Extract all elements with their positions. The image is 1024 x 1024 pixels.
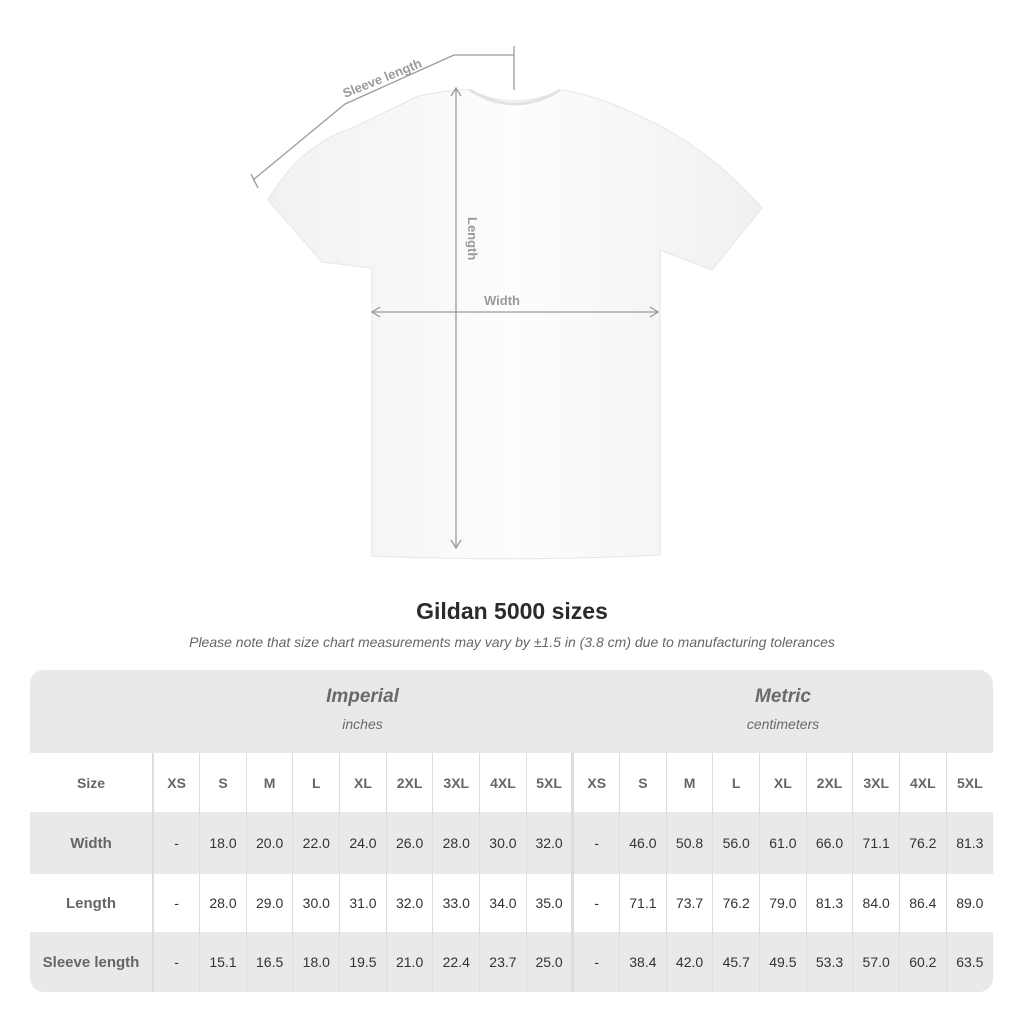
- imperial-value-cell: 28.0: [432, 812, 480, 874]
- size-header-row: Size XS S M L XL 2XL 3XL 4XL 5XL XS S M L XL 2XL 3XL 4XL 5…: [30, 753, 993, 812]
- metric-size-xs: XS: [571, 753, 620, 812]
- metric-value-cell: 56.0: [712, 812, 760, 874]
- metric-header: Metric centimeters: [573, 686, 993, 732]
- metric-title: Metric: [755, 686, 811, 707]
- metric-size-xl: XL: [759, 753, 807, 812]
- imperial-value-cell: 23.7: [479, 932, 527, 992]
- imperial-size-4xl: 4XL: [479, 753, 527, 812]
- metric-size-4xl: 4XL: [899, 753, 947, 812]
- table-row: Width -18.0 20.0 22.0 24.0 26.0 28.0 30.0 32.0-4…: [30, 812, 993, 874]
- imperial-value-cell: 33.0: [432, 874, 480, 932]
- size-chart: Imperial inches Metric centimeters Size X…: [30, 670, 993, 992]
- metric-value-cell: 45.7: [712, 932, 760, 992]
- metric-value-cell: 89.0: [945, 874, 993, 932]
- metric-value-cell: 63.5: [945, 932, 993, 992]
- size-table: Size XS S M L XL 2XL 3XL 4XL 5XL XS S M L XL 2XL 3XL 4XL 5…: [30, 753, 993, 992]
- metric-value-cell: 71.1: [852, 812, 900, 874]
- metric-value-cell: 38.4: [619, 932, 667, 992]
- metric-size-s: S: [619, 753, 667, 812]
- tshirt-shape: [267, 89, 763, 560]
- imperial-header: Imperial inches: [152, 686, 573, 732]
- width-label: Width: [484, 293, 520, 308]
- metric-size-3xl: 3XL: [852, 753, 900, 812]
- metric-size-m: M: [665, 753, 713, 812]
- metric-unit: centimeters: [746, 716, 820, 732]
- table-row: Sleeve length -15.1 16.5 18.0 19.5 21.0 22.4 23…: [30, 932, 993, 992]
- imperial-value-cell: 26.0: [385, 812, 433, 874]
- imperial-value-cell: 32.0: [525, 812, 573, 874]
- imperial-title: Imperial: [326, 686, 399, 707]
- imperial-value-cell: 18.0: [292, 932, 340, 992]
- metric-value-cell: 71.1: [619, 874, 667, 932]
- table-row: Length -28.0 29.0 30.0 31.0 32.0 33.0 34.0 35.0-…: [30, 874, 993, 932]
- imperial-value-cell: -: [152, 932, 200, 992]
- measure-lines: [250, 46, 660, 550]
- metric-value-cell: 84.0: [852, 874, 900, 932]
- imperial-value-cell: 24.0: [339, 812, 387, 874]
- imperial-size-xs: XS: [152, 753, 200, 812]
- imperial-value-cell: 35.0: [525, 874, 573, 932]
- row-label: Sleeve length: [30, 932, 154, 992]
- metric-value-cell: -: [571, 812, 620, 874]
- imperial-value-cell: 32.0: [385, 874, 433, 932]
- imperial-size-xl: XL: [339, 753, 387, 812]
- imperial-value-cell: 21.0: [385, 932, 433, 992]
- imperial-unit: inches: [342, 716, 383, 732]
- imperial-size-5xl: 5XL: [525, 753, 573, 812]
- row-label: Width: [30, 812, 154, 874]
- tolerance-note: Please note that size chart measurements…: [189, 634, 835, 650]
- metric-value-cell: 60.2: [899, 932, 947, 992]
- imperial-value-cell: 16.5: [245, 932, 293, 992]
- metric-size-l: L: [712, 753, 760, 812]
- imperial-size-l: L: [292, 753, 340, 812]
- metric-value-cell: 50.8: [665, 812, 713, 874]
- metric-value-cell: 86.4: [899, 874, 947, 932]
- length-label: Length: [465, 217, 480, 260]
- metric-value-cell: 76.2: [899, 812, 947, 874]
- size-header-label: Size: [30, 753, 154, 812]
- imperial-value-cell: 15.1: [199, 932, 247, 992]
- metric-value-cell: 57.0: [852, 932, 900, 992]
- imperial-size-s: S: [199, 753, 247, 812]
- imperial-value-cell: 34.0: [479, 874, 527, 932]
- metric-value-cell: 73.7: [665, 874, 713, 932]
- imperial-size-3xl: 3XL: [432, 753, 480, 812]
- imperial-value-cell: 18.0: [199, 812, 247, 874]
- metric-size-5xl: 5XL: [945, 753, 993, 812]
- imperial-value-cell: 19.5: [339, 932, 387, 992]
- imperial-value-cell: -: [152, 874, 200, 932]
- metric-value-cell: -: [571, 874, 620, 932]
- metric-value-cell: 61.0: [759, 812, 807, 874]
- metric-size-2xl: 2XL: [805, 753, 853, 812]
- metric-value-cell: 53.3: [805, 932, 853, 992]
- metric-value-cell: 79.0: [759, 874, 807, 932]
- imperial-value-cell: 22.0: [292, 812, 340, 874]
- tshirt-diagram: Sleeve length Length Width: [250, 46, 763, 560]
- imperial-value-cell: 25.0: [525, 932, 573, 992]
- imperial-value-cell: 29.0: [245, 874, 293, 932]
- imperial-value-cell: 22.4: [432, 932, 480, 992]
- imperial-value-cell: 28.0: [199, 874, 247, 932]
- imperial-value-cell: 30.0: [479, 812, 527, 874]
- metric-value-cell: 81.3: [805, 874, 853, 932]
- metric-value-cell: 49.5: [759, 932, 807, 992]
- row-label: Length: [30, 874, 154, 932]
- imperial-value-cell: 31.0: [339, 874, 387, 932]
- metric-value-cell: 66.0: [805, 812, 853, 874]
- imperial-value-cell: 20.0: [245, 812, 293, 874]
- imperial-size-2xl: 2XL: [385, 753, 433, 812]
- metric-value-cell: 42.0: [665, 932, 713, 992]
- page-title: Gildan 5000 sizes: [416, 598, 608, 624]
- imperial-value-cell: 30.0: [292, 874, 340, 932]
- imperial-size-m: M: [245, 753, 293, 812]
- metric-value-cell: 81.3: [945, 812, 993, 874]
- metric-value-cell: -: [571, 932, 620, 992]
- metric-value-cell: 76.2: [712, 874, 760, 932]
- metric-value-cell: 46.0: [619, 812, 667, 874]
- sleeve-length-label: Sleeve length: [341, 55, 424, 100]
- imperial-value-cell: -: [152, 812, 200, 874]
